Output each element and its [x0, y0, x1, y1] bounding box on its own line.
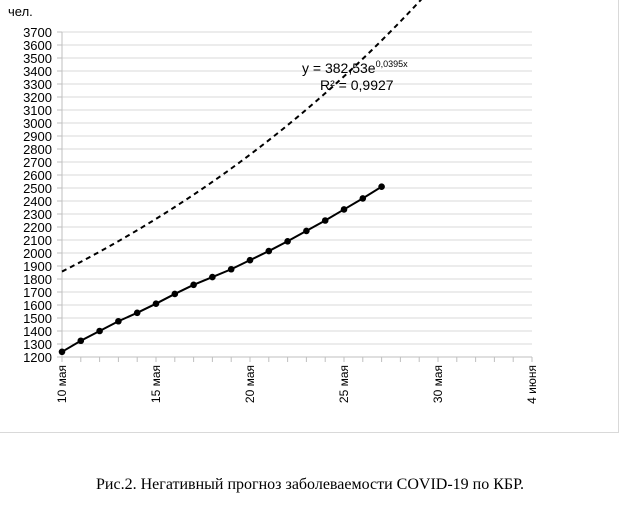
y-tick-label: 2900	[23, 129, 52, 144]
y-tick-label: 3200	[23, 90, 52, 105]
y-tick-label: 3700	[23, 25, 52, 40]
x-tick-label: 20 мая	[243, 365, 257, 403]
series-markers	[58, 183, 385, 356]
grid-lines	[62, 31, 532, 345]
y-tick-label: 2100	[23, 233, 52, 248]
y-tick-label: 1200	[23, 350, 52, 365]
data-point	[284, 238, 291, 245]
data-point	[321, 217, 329, 224]
y-tick-label: 2400	[23, 194, 52, 209]
trendline	[61, 0, 423, 273]
x-tick-label: 4 июня	[525, 365, 539, 404]
y-tick-label: 2700	[23, 155, 52, 170]
y-tick-label: 2000	[23, 246, 52, 261]
data-point	[359, 195, 367, 202]
data-point	[58, 348, 66, 356]
data-point	[303, 227, 310, 235]
chart-frame	[0, 0, 619, 433]
trend-equation-exponent: 0,0395x	[376, 59, 409, 69]
y-tick-labels: 1200130014001500160017001800190020002100…	[23, 25, 52, 365]
y-tick-label: 3000	[23, 116, 52, 131]
y-tick-label: 2200	[23, 220, 52, 235]
data-point	[340, 206, 348, 213]
y-tick-label: 3500	[23, 51, 52, 66]
data-point	[209, 273, 216, 281]
data-point	[115, 317, 122, 325]
data-point	[171, 290, 179, 298]
trend-r2: R² = 0,9927	[320, 77, 394, 93]
y-tick-label: 1300	[23, 337, 52, 352]
y-axis-unit: чел.	[8, 4, 33, 19]
x-tick-label: 10 мая	[55, 365, 69, 403]
y-tick-label: 1700	[23, 285, 52, 300]
y-tick-label: 2300	[23, 207, 52, 222]
series-line	[61, 185, 383, 353]
y-tick-label: 1800	[23, 272, 52, 287]
y-tick-label: 1400	[23, 324, 52, 339]
y-tick-label: 3400	[23, 64, 52, 79]
data-point	[133, 309, 141, 317]
x-tick-label: 30 мая	[431, 365, 445, 403]
chart: 1200130014001500160017001800190020002100…	[8, 0, 539, 404]
data-point	[77, 337, 85, 345]
data-point	[152, 300, 160, 308]
y-tick-label: 2800	[23, 142, 52, 157]
data-point	[190, 281, 197, 289]
y-tick-label: 1900	[23, 259, 52, 274]
y-tick-label: 3600	[23, 38, 52, 53]
data-point	[227, 265, 235, 273]
axes	[57, 31, 533, 362]
x-tick-label: 25 мая	[337, 365, 351, 403]
y-tick-label: 1500	[23, 311, 52, 326]
trend-equation-base: y = 382,53e	[302, 60, 376, 76]
data-point	[378, 183, 385, 190]
y-tick-label: 3100	[23, 103, 52, 118]
trend-equation: y = 382,53e0,0395x	[302, 59, 408, 76]
data-point	[265, 247, 273, 255]
y-tick-label: 2500	[23, 181, 52, 196]
y-tick-label: 2600	[23, 168, 52, 183]
figure-caption: Рис.2. Негативный прогноз заболеваемости…	[96, 476, 524, 493]
x-tick-labels: 10 мая 15 мая 20 мая 25 мая 30 мая 4 июня	[55, 365, 539, 404]
x-tick-label: 15 мая	[149, 365, 163, 403]
y-tick-label: 3300	[23, 77, 52, 92]
data-point	[96, 327, 103, 335]
y-tick-label: 1600	[23, 298, 52, 313]
data-point	[246, 256, 254, 264]
